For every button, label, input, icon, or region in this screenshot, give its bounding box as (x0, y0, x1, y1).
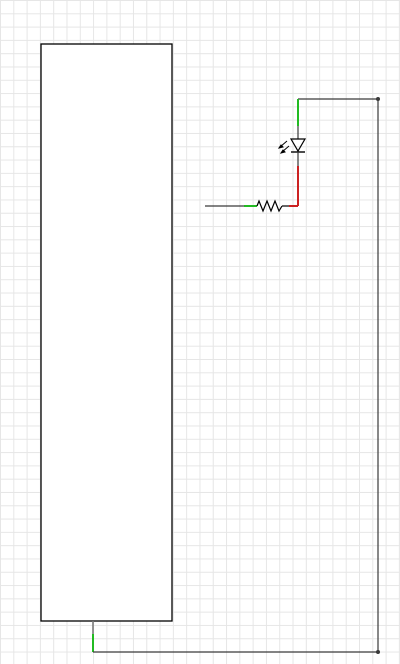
board-outline (40, 43, 173, 622)
light-emission-icon (277, 140, 290, 154)
r1-component[interactable] (244, 180, 299, 213)
wire-junction (376, 97, 380, 101)
resistor-zigzag (256, 199, 283, 213)
ground-return-wire[interactable] (93, 98, 379, 653)
arduino-mega-board[interactable] (0, 0, 173, 622)
led-diode-symbol (289, 138, 307, 153)
led1-component[interactable] (277, 99, 307, 180)
wire-junction (376, 650, 380, 654)
